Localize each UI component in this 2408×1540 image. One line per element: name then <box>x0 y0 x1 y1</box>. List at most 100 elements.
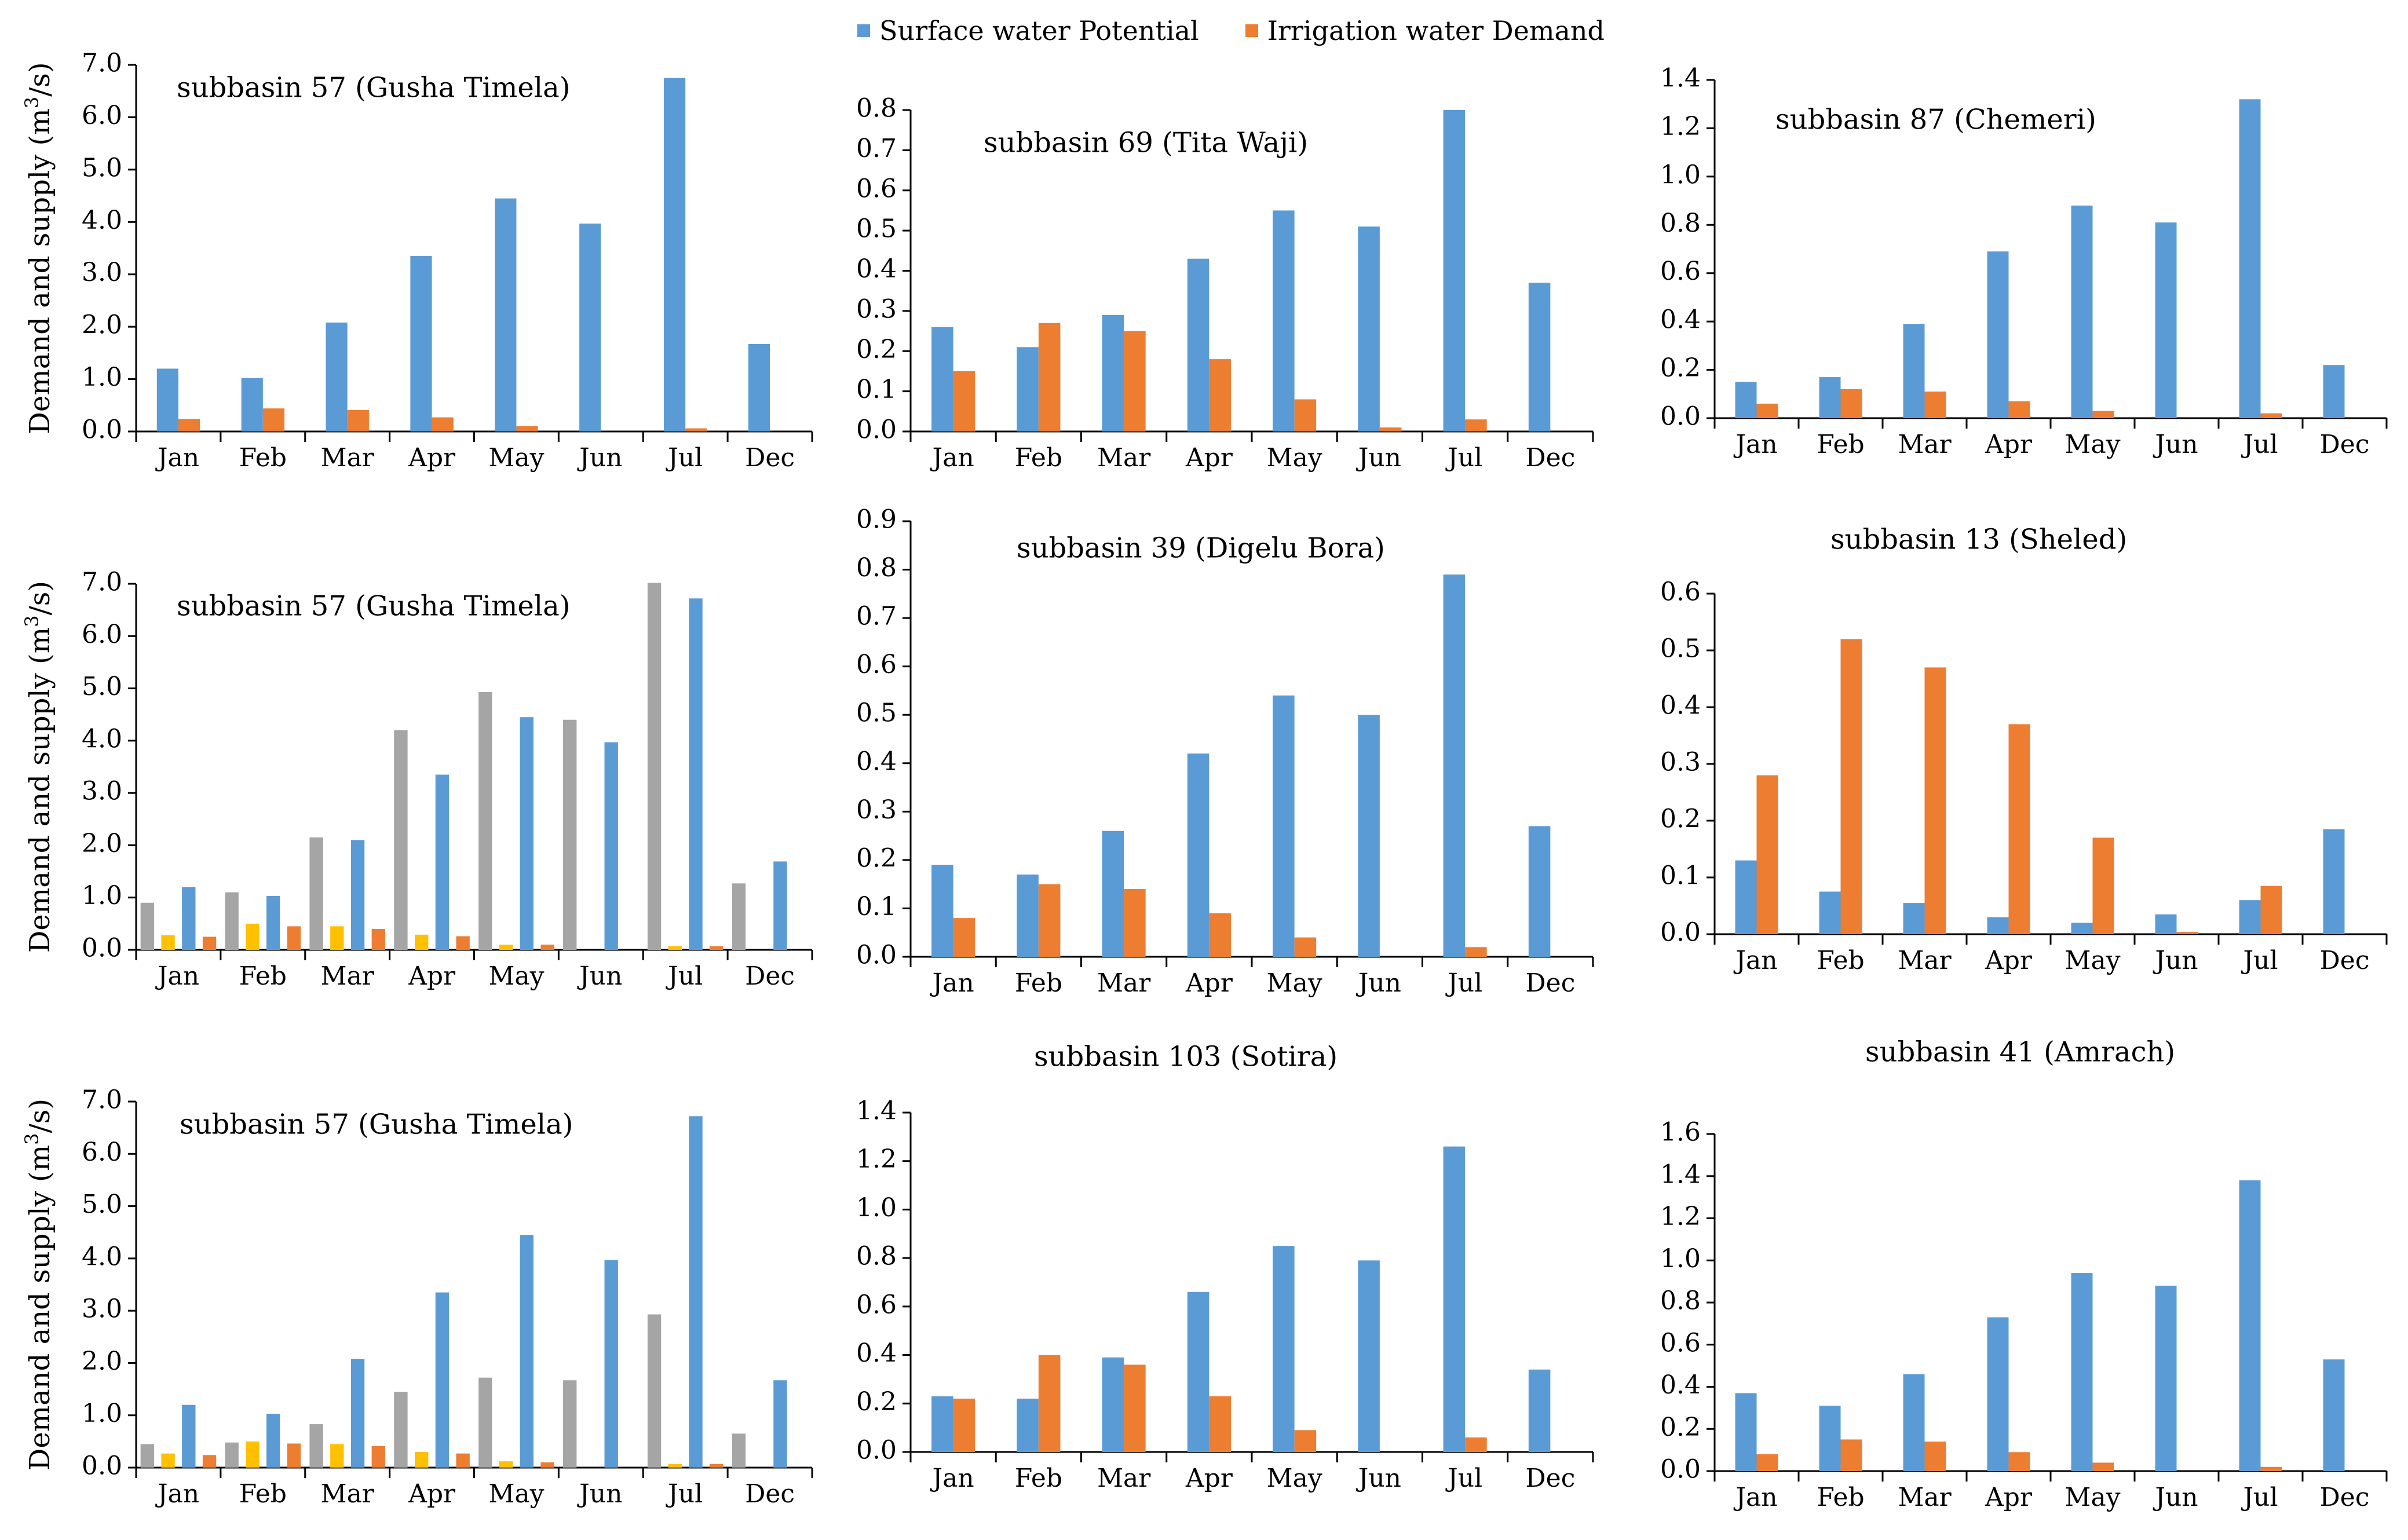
bar-series-2-feb <box>246 1441 260 1468</box>
x-tick-label: Jul <box>2241 430 2278 459</box>
y-tick-label: 0.0 <box>82 934 122 963</box>
bar-surface-water-potential-jul <box>1443 574 1466 957</box>
bar-irrigation-water-demand-apr <box>2008 1452 2030 1471</box>
bar-series-2-jan <box>161 935 175 950</box>
bar-surface-water-potential-jun <box>604 1260 618 1468</box>
bar-surface-water-potential-jan <box>931 865 953 957</box>
y-tick-label: 7.0 <box>82 49 122 78</box>
y-tick-label: 0.2 <box>1660 1413 1701 1442</box>
bar-irrigation-water-demand-apr <box>2008 724 2030 934</box>
bar-irrigation-water-demand-jul <box>1465 419 1487 431</box>
bar-surface-water-potential-jun <box>1358 715 1380 957</box>
bar-series-1-jul <box>647 583 662 950</box>
legend-item-surface-water: Surface water Potential <box>857 15 1199 46</box>
bar-series-2-mar <box>330 926 344 950</box>
chart-1: subbasin 57 (Gusha Timela) 0.0 1.0 2.0 3.0 4.… <box>21 49 813 473</box>
y-tick-label: 3.0 <box>82 1294 122 1324</box>
x-tick-label: Dec <box>745 1479 795 1509</box>
bar-irrigation-water-demand-feb <box>1840 389 1862 418</box>
y-tick-label: 4.0 <box>82 1242 122 1271</box>
chart-4: subbasin 57 (Gusha Timela) 0.0 1.0 2.0 3.0 4.… <box>21 568 813 991</box>
y-tick-label: 1.0 <box>856 1193 897 1223</box>
y-tick-label: 0.8 <box>1660 1286 1701 1316</box>
x-tick-label: Jun <box>1356 968 1401 998</box>
legend-label-irrigation-demand: Irrigation water Demand <box>1267 15 1605 46</box>
bar-series-1-jul <box>647 1314 662 1468</box>
bar-surface-water-potential-apr <box>1187 258 1210 431</box>
y-tick-label: 1.6 <box>1660 1118 1701 1147</box>
bar-surface-water-potential-dec <box>773 1380 787 1468</box>
bar-surface-water-potential-may <box>1273 1246 1295 1452</box>
y-tick-label: 0.3 <box>856 795 897 825</box>
bar-irrigation-water-demand-jul <box>710 946 724 950</box>
y-tick-label: 7.0 <box>82 1085 122 1115</box>
y-tick-label: 0.1 <box>856 375 897 404</box>
bar-irrigation-water-demand-apr <box>1209 359 1231 431</box>
y-tick-label: 0.4 <box>1660 305 1701 335</box>
bar-irrigation-water-demand-feb <box>287 1443 301 1468</box>
bar-surface-water-potential-mar <box>1102 1357 1124 1452</box>
bar-surface-water-potential-apr <box>1987 917 2009 934</box>
x-tick-label: Jul <box>1445 1464 1482 1493</box>
bar-surface-water-potential-mar <box>1102 831 1124 957</box>
bar-surface-water-potential-jun <box>1358 226 1380 431</box>
bar-surface-water-potential-may <box>520 717 534 950</box>
x-tick-label: Apr <box>1985 1483 2033 1512</box>
y-tick-label: 0.0 <box>1660 918 1701 948</box>
x-tick-label: Mar <box>1898 430 1952 459</box>
x-tick-label: Dec <box>745 961 795 991</box>
x-tick-label: Feb <box>1015 1464 1062 1493</box>
chart-title: subbasin 103 (Sotira) <box>1034 1041 1338 1073</box>
y-tick-label: 1.2 <box>1660 112 1701 141</box>
bar-series-1-jun <box>563 1380 577 1468</box>
bar-surface-water-potential-may <box>2071 923 2093 934</box>
y-axis-label: Demand and supply (m3/s) <box>21 1099 56 1471</box>
bar-irrigation-water-demand-may <box>516 426 538 431</box>
x-tick-label: May <box>1267 1464 1322 1493</box>
bar-surface-water-potential-jan <box>931 327 953 431</box>
y-tick-label: 0.2 <box>856 335 897 364</box>
bar-irrigation-water-demand-may <box>2092 837 2114 934</box>
chart-legend: Surface water Potential Irrigation water… <box>857 10 1605 51</box>
y-tick-label: 1.0 <box>82 363 122 392</box>
bar-series-2-jan <box>161 1453 175 1468</box>
bar-surface-water-potential-jan <box>1735 1393 1757 1471</box>
chart-title: subbasin 57 (Gusha Timela) <box>177 590 571 623</box>
bar-surface-water-potential-apr <box>435 774 450 950</box>
y-tick-label: 0.9 <box>856 505 897 535</box>
bar-irrigation-water-demand-feb <box>1038 323 1061 431</box>
bar-irrigation-water-demand-may <box>2092 1462 2114 1471</box>
bar-surface-water-potential-jan <box>931 1396 953 1452</box>
chart-9: subbasin 41 (Amrach) 0.0 0.2 0.4 0.6 0.8 1.0 1.… <box>1660 1036 2388 1512</box>
y-tick-label: 0.5 <box>856 214 897 244</box>
x-tick-label: Jul <box>1445 443 1482 473</box>
y-tick-label: 0.2 <box>856 843 897 873</box>
x-tick-label: Jun <box>1356 443 1401 473</box>
bar-surface-water-potential-jun <box>579 223 601 431</box>
x-tick-label: Dec <box>2320 1483 2370 1512</box>
bar-surface-water-potential-jul <box>689 598 703 950</box>
bar-surface-water-potential-dec <box>1528 826 1551 957</box>
bar-irrigation-water-demand-mar <box>1924 667 1946 934</box>
bar-surface-water-potential-mar <box>1903 324 1925 418</box>
x-tick-label: Dec <box>2320 430 2370 459</box>
bar-irrigation-water-demand-mar <box>1924 392 1946 418</box>
y-tick-label: 0.8 <box>1660 208 1701 238</box>
y-tick-label: 0.6 <box>1660 257 1701 286</box>
bar-irrigation-water-demand-feb <box>1840 1439 1862 1471</box>
bar-irrigation-water-demand-mar <box>1124 889 1146 957</box>
y-tick-label: 1.0 <box>82 881 122 910</box>
bar-surface-water-potential-jan <box>1735 860 1757 934</box>
bar-surface-water-potential-feb <box>1819 891 1841 934</box>
bar-surface-water-potential-jun <box>2155 914 2177 934</box>
y-tick-label: 0.2 <box>856 1387 897 1417</box>
chart-7: subbasin 57 (Gusha Timela) 0.0 1.0 2.0 3.0 4.… <box>21 1085 813 1509</box>
y-tick-label: 7.0 <box>82 568 122 597</box>
bar-irrigation-water-demand-mar <box>1124 331 1146 431</box>
y-tick-label: 2.0 <box>82 310 122 340</box>
y-tick-label: 0.0 <box>1660 402 1701 431</box>
x-tick-label: Apr <box>408 961 456 991</box>
bar-surface-water-potential-jul <box>1443 1146 1466 1452</box>
x-tick-label: Feb <box>1817 946 1864 975</box>
